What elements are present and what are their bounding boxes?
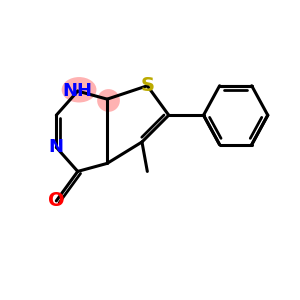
Ellipse shape [62,77,97,103]
Text: O: O [48,191,64,210]
Text: N: N [49,138,64,156]
Text: NH: NH [63,82,93,100]
Ellipse shape [97,89,120,112]
Text: S: S [140,76,154,95]
